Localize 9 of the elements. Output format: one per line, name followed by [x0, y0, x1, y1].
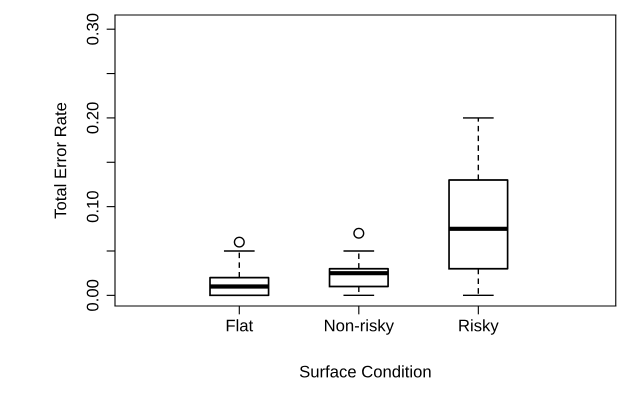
x-tick-label: Risky [459, 319, 499, 335]
y-tick-label: 0.20 [86, 102, 99, 134]
y-tick-label: 0.30 [86, 14, 99, 45]
y-tick-label: 0.00 [86, 280, 99, 311]
y-axis-title: Total Error Rate [54, 102, 66, 218]
x-tick-label: Flat [226, 319, 254, 332]
x-tick-label: Non-risky [324, 319, 394, 335]
x-axis-title: Surface Condition [300, 365, 431, 378]
y-tick-label: 0.10 [86, 191, 99, 222]
